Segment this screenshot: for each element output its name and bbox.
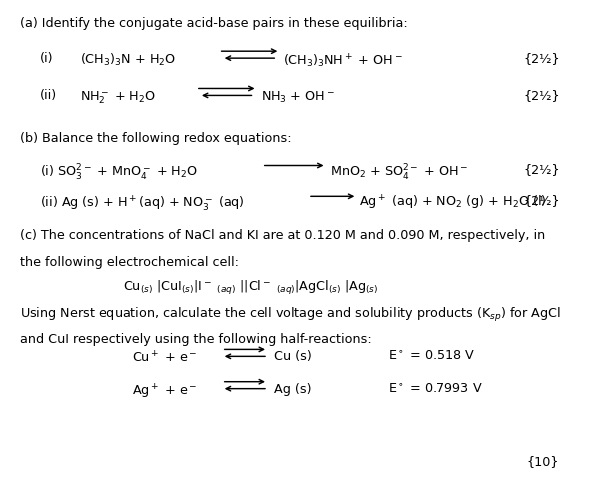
Text: {2½}: {2½} bbox=[524, 89, 560, 102]
Text: Ag$^+$ (aq) + NO$_2$ (g) + H$_2$O (l): Ag$^+$ (aq) + NO$_2$ (g) + H$_2$O (l) bbox=[359, 194, 547, 212]
Text: (c) The concentrations of NaCl and KI are at 0.120 M and 0.090 M, respectively, : (c) The concentrations of NaCl and KI ar… bbox=[20, 229, 545, 242]
Text: (CH$_3$)$_3$NH$^+$ + OH$^-$: (CH$_3$)$_3$NH$^+$ + OH$^-$ bbox=[283, 52, 403, 70]
Text: Ag$^+$ + e$^-$: Ag$^+$ + e$^-$ bbox=[132, 383, 198, 401]
Text: Cu$_{(s)}$ |CuI$_{(s)}$|I$^-$ $_{(aq)}$ ||Cl$^-$ $_{(aq)}$|AgCl$_{(s)}$ |Ag$_{(s: Cu$_{(s)}$ |CuI$_{(s)}$|I$^-$ $_{(aq)}$ … bbox=[123, 279, 378, 297]
Text: (CH$_3$)$_3$N + H$_2$O: (CH$_3$)$_3$N + H$_2$O bbox=[80, 52, 176, 68]
Text: {2½}: {2½} bbox=[524, 194, 560, 207]
Text: NH$_3$ + OH$^-$: NH$_3$ + OH$^-$ bbox=[261, 89, 334, 104]
Text: {10}: {10} bbox=[527, 455, 559, 468]
Text: (i) SO$_3^{2-}$ + MnO$_4^-$ + H$_2$O: (i) SO$_3^{2-}$ + MnO$_4^-$ + H$_2$O bbox=[40, 163, 198, 183]
Text: Ag (s): Ag (s) bbox=[274, 383, 312, 396]
Text: the following electrochemical cell:: the following electrochemical cell: bbox=[20, 256, 239, 269]
Text: (ii) Ag (s) + H$^+$(aq) + NO$_3^-$ (aq): (ii) Ag (s) + H$^+$(aq) + NO$_3^-$ (aq) bbox=[40, 194, 245, 213]
Text: and CuI respectively using the following half-reactions:: and CuI respectively using the following… bbox=[20, 333, 371, 346]
Text: E$^\circ$ = 0.7993 V: E$^\circ$ = 0.7993 V bbox=[388, 383, 483, 396]
Text: MnO$_2$ + SO$_4^{2-}$ + OH$^-$: MnO$_2$ + SO$_4^{2-}$ + OH$^-$ bbox=[330, 163, 468, 183]
Text: (a) Identify the conjugate acid-base pairs in these equilibria:: (a) Identify the conjugate acid-base pai… bbox=[20, 17, 407, 30]
Text: (b) Balance the following redox equations:: (b) Balance the following redox equation… bbox=[20, 132, 291, 145]
Text: (ii): (ii) bbox=[40, 89, 57, 102]
Text: Cu$^+$ + e$^-$: Cu$^+$ + e$^-$ bbox=[132, 350, 198, 366]
Text: Using Nerst equation, calculate the cell voltage and solubility products (K$_{sp: Using Nerst equation, calculate the cell… bbox=[20, 306, 561, 324]
Text: E$^\circ$ = 0.518 V: E$^\circ$ = 0.518 V bbox=[388, 350, 476, 363]
Text: NH$_2^-$ + H$_2$O: NH$_2^-$ + H$_2$O bbox=[80, 89, 156, 106]
Text: (i): (i) bbox=[40, 52, 54, 65]
Text: {2½}: {2½} bbox=[524, 52, 560, 65]
Text: {2½}: {2½} bbox=[524, 163, 560, 176]
Text: Cu (s): Cu (s) bbox=[274, 350, 312, 363]
